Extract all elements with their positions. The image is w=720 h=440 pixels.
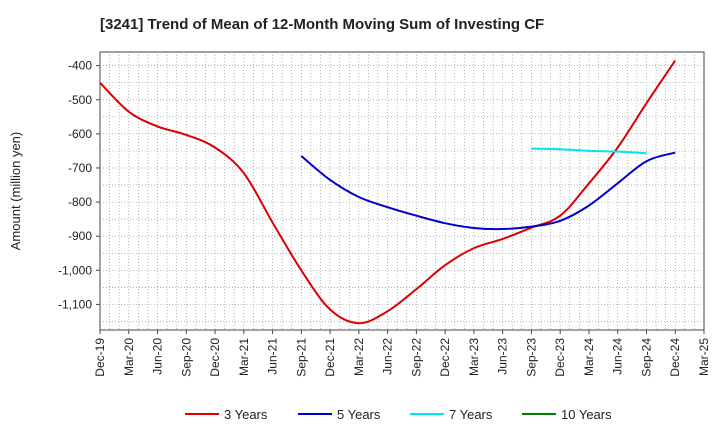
legend-label-3-years: 3 Years bbox=[224, 407, 268, 422]
x-tick-label: Dec-19 bbox=[93, 338, 107, 377]
x-tick-label: Jun-21 bbox=[266, 338, 280, 375]
x-tick-label: Dec-22 bbox=[438, 338, 452, 377]
x-tick-label: Mar-20 bbox=[122, 338, 136, 376]
x-tick-label: Sep-22 bbox=[409, 338, 423, 377]
x-tick-label: Mar-23 bbox=[467, 338, 481, 376]
y-tick-label: -1,000 bbox=[58, 263, 92, 277]
x-axis: Dec-19 Mar-20 Jun-20 Sep-20 Dec-20 Mar-21 Jun-… bbox=[93, 330, 711, 377]
x-tick-label: Sep-23 bbox=[524, 338, 538, 377]
chart-title: [3241] Trend of Mean of 12-Month Moving … bbox=[100, 16, 544, 33]
x-tick-label: Mar-22 bbox=[352, 338, 366, 376]
x-tick-label: Mar-25 bbox=[697, 338, 711, 376]
x-tick-label: Sep-24 bbox=[639, 338, 653, 377]
y-tick-label: -400 bbox=[68, 59, 92, 73]
x-tick-label: Jun-23 bbox=[496, 338, 510, 375]
legend-label-10-years: 10 Years bbox=[561, 407, 612, 422]
series-line-3-years bbox=[99, 59, 677, 325]
series-lines bbox=[99, 59, 677, 325]
plot-area bbox=[99, 51, 705, 331]
y-tick-label: -1,100 bbox=[58, 297, 92, 311]
y-tick-label: -600 bbox=[68, 127, 92, 141]
x-tick-label: Mar-21 bbox=[237, 338, 251, 376]
series-line-7-years bbox=[531, 147, 647, 155]
legend: 3 Years 5 Years 7 Years 10 Years bbox=[185, 407, 612, 422]
grid-lines bbox=[100, 52, 704, 330]
x-tick-label: Dec-20 bbox=[208, 338, 222, 377]
y-tick-label: -800 bbox=[68, 195, 92, 209]
y-axis: -400 -500 -600 -700 -800 -900 -1,000 -1,100 bbox=[58, 59, 100, 311]
x-tick-label: Dec-23 bbox=[553, 338, 567, 377]
x-tick-label: Jun-20 bbox=[151, 338, 165, 375]
x-tick-label: Dec-21 bbox=[323, 338, 337, 377]
legend-label-7-years: 7 Years bbox=[449, 407, 493, 422]
y-tick-label: -700 bbox=[68, 161, 92, 175]
y-tick-label: -900 bbox=[68, 229, 92, 243]
x-tick-label: Jun-22 bbox=[381, 338, 395, 375]
series-line-5-years bbox=[300, 151, 676, 231]
x-tick-label: Jun-24 bbox=[611, 338, 625, 375]
x-tick-label: Dec-24 bbox=[668, 338, 682, 377]
legend-label-5-years: 5 Years bbox=[337, 407, 381, 422]
y-tick-label: -500 bbox=[68, 93, 92, 107]
x-tick-label: Mar-24 bbox=[582, 338, 596, 376]
x-tick-label: Sep-21 bbox=[294, 338, 308, 377]
y-axis-label: Amount (million yen) bbox=[8, 132, 23, 251]
x-tick-label: Sep-20 bbox=[179, 338, 193, 377]
